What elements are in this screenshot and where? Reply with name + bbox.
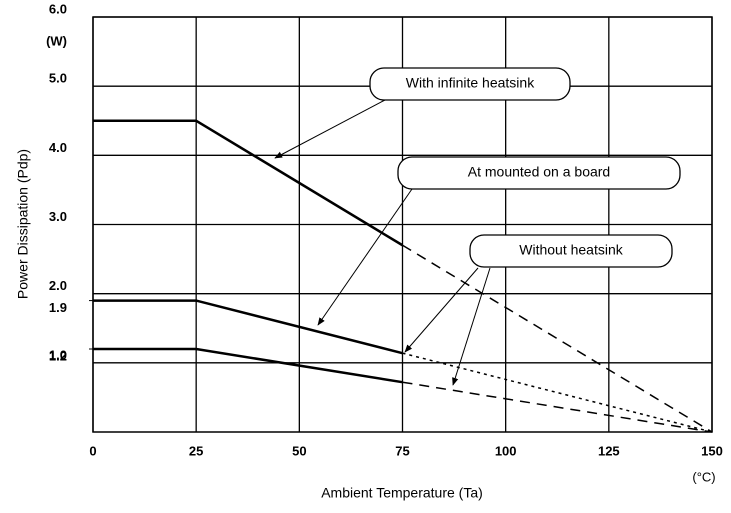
x-tick-label: 100 <box>495 443 517 458</box>
x-tick-label: 150 <box>701 443 723 458</box>
projection-line <box>402 381 713 433</box>
y-tick-label: 6.0 <box>49 1 67 16</box>
x-tick-label: 75 <box>395 443 409 458</box>
y-unit: (W) <box>46 33 67 48</box>
y-tick-label: 2.0 <box>49 278 67 293</box>
callout-label: With infinite heatsink <box>406 75 535 91</box>
y-tick-label: 5.0 <box>49 71 67 86</box>
callout-arrow <box>317 188 413 326</box>
x-tick-label: 0 <box>89 443 96 458</box>
x-tick-label: 50 <box>292 443 306 458</box>
callout-arrow <box>274 99 386 159</box>
y-tick-label: 1.9 <box>49 300 67 315</box>
line-series <box>93 119 404 247</box>
y-tick-label: 1.2 <box>49 348 67 363</box>
x-unit: (°C) <box>692 469 715 484</box>
line-series <box>93 299 403 355</box>
callout-arrow <box>452 267 491 386</box>
x-tick-label: 125 <box>598 443 620 458</box>
y-tick-label: 1.0 <box>49 347 67 362</box>
y-tick-label: 4.0 <box>49 140 67 155</box>
callout-box <box>369 67 571 101</box>
callout-box <box>397 156 681 190</box>
y-tick-label: 3.0 <box>49 209 67 224</box>
callout-box <box>469 234 673 268</box>
callout-arrow <box>404 267 479 353</box>
callout-label: Without heatsink <box>519 242 623 258</box>
callout-label: At mounted on a board <box>468 164 610 180</box>
x-tick-label: 25 <box>189 443 203 458</box>
line-series <box>93 347 403 384</box>
y-axis-label: Power Dissipation (Pdp) <box>15 149 31 299</box>
projection-line <box>402 244 713 433</box>
x-axis-label: Ambient Temperature (Ta) <box>321 485 483 501</box>
projection-line <box>402 352 713 433</box>
